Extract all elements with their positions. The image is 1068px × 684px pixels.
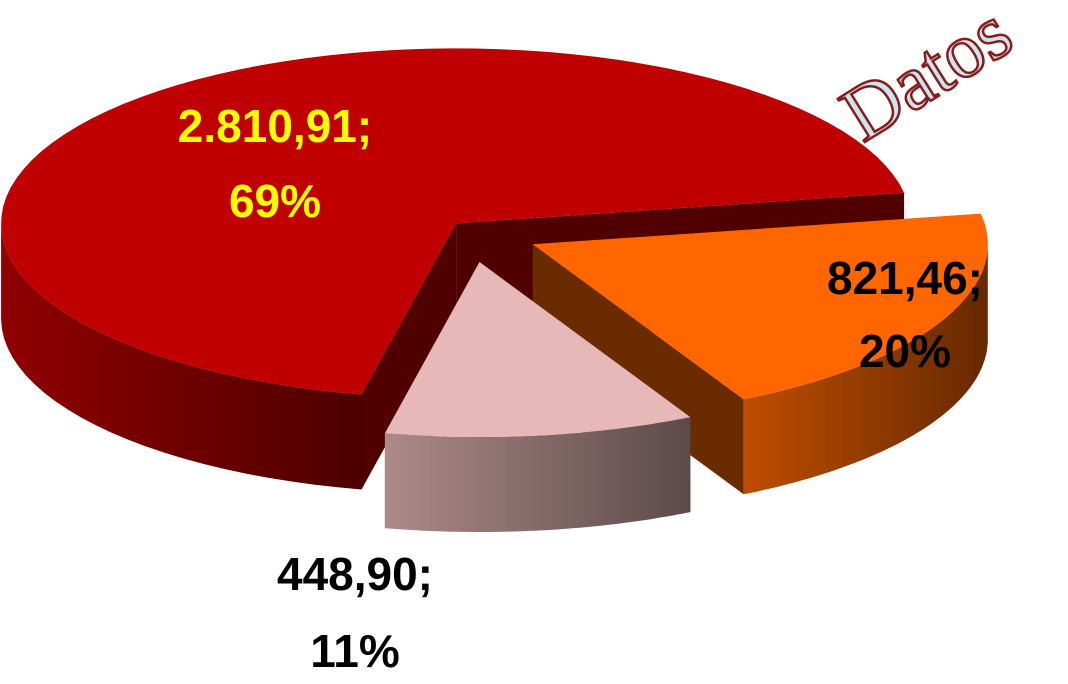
percent-label: 11% bbox=[310, 625, 400, 677]
slice-side bbox=[743, 241, 988, 495]
percent-label: 20% bbox=[859, 325, 951, 377]
data-label: 448,90; bbox=[277, 548, 433, 600]
slice-inner-face bbox=[532, 244, 744, 495]
slice-side bbox=[1, 224, 362, 490]
slice-side bbox=[384, 417, 691, 532]
percent-label: 69% bbox=[229, 175, 321, 227]
slice-top bbox=[384, 262, 691, 437]
pie bbox=[1, 48, 988, 532]
labels: 2.810,91; 69% 821,46; 20% 448,90; 11% bbox=[178, 100, 983, 677]
watermark: Datos bbox=[826, 0, 1026, 158]
slice-top bbox=[1, 48, 905, 395]
slice-top bbox=[532, 213, 988, 400]
data-label: 2.810,91; bbox=[178, 100, 372, 152]
slice-inner-face bbox=[361, 223, 457, 490]
data-label: 821,46; bbox=[827, 252, 983, 304]
